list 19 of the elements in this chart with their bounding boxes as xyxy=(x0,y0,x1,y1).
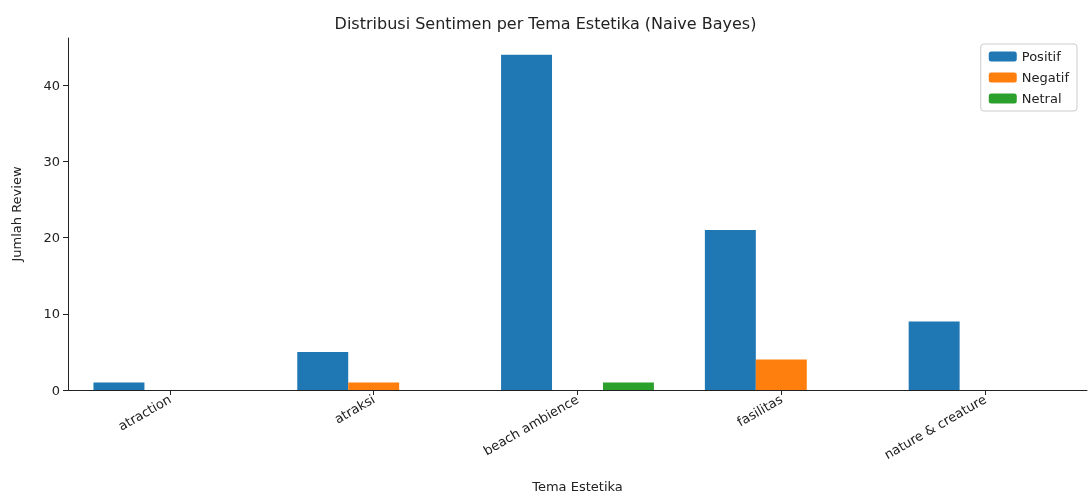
legend-label: Negatif xyxy=(1021,70,1070,85)
x-axis-title: Tema Estetika xyxy=(531,479,623,494)
y-axis-title: Jumlah Review xyxy=(9,166,24,263)
bar xyxy=(348,382,400,390)
y-tick-label: 0 xyxy=(51,382,60,398)
chart-title: Distribusi Sentimen per Tema Estetika (Naive Bayes) xyxy=(334,13,757,33)
y-tick-label: 20 xyxy=(43,230,60,246)
bar xyxy=(93,382,145,390)
bar xyxy=(602,382,654,390)
legend-label: Netral xyxy=(1021,91,1062,106)
y-tick-label: 30 xyxy=(43,153,60,169)
legend-label: Positif xyxy=(1021,49,1062,64)
bar xyxy=(755,359,807,390)
bar xyxy=(297,351,349,390)
y-tick-label: 10 xyxy=(43,306,60,322)
bar xyxy=(908,321,960,390)
y-tick-label: 40 xyxy=(43,77,60,93)
bar xyxy=(501,54,553,390)
bar xyxy=(704,230,756,390)
